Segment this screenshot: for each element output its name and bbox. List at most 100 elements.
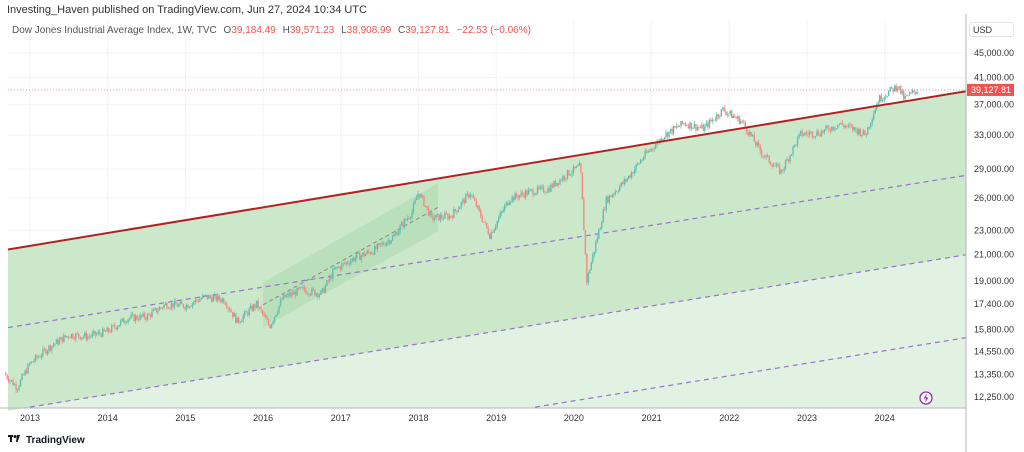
candle: [887, 89, 890, 97]
candle-body: [689, 122, 691, 129]
candle-body: [741, 120, 743, 122]
candle: [203, 294, 206, 297]
candle-body: [338, 266, 340, 268]
candle: [562, 174, 564, 183]
candle-body: [112, 325, 114, 326]
candle: [858, 127, 860, 136]
candle-body: [188, 306, 191, 308]
candle-body: [738, 116, 740, 124]
candle-body: [397, 231, 400, 236]
candle-body: [394, 232, 397, 235]
symbol-name[interactable]: Dow Jones Industrial Average Index, 1W, …: [12, 25, 217, 36]
candle-body: [199, 299, 201, 302]
candle: [353, 256, 355, 263]
candle-body: [893, 85, 896, 92]
currency-button[interactable]: USD: [969, 22, 1014, 37]
candle-body: [911, 90, 914, 93]
candle: [450, 215, 452, 219]
candle-body: [837, 125, 839, 129]
candle: [619, 184, 621, 192]
candle-body: [723, 107, 726, 112]
candle: [344, 260, 346, 266]
candle: [577, 163, 579, 167]
candle-body: [575, 166, 578, 168]
candle-body: [84, 332, 86, 337]
candle-body: [439, 214, 442, 221]
candle-body: [757, 142, 760, 146]
candle: [382, 241, 385, 246]
candle-body: [855, 127, 857, 130]
tradingview-logo-icon: [8, 434, 22, 446]
candle: [33, 358, 35, 364]
candle: [266, 314, 268, 321]
candle: [414, 197, 416, 205]
candle: [524, 188, 527, 201]
price-tick-label: 19,000.00: [974, 276, 1014, 286]
candle: [300, 286, 303, 288]
candle: [378, 242, 380, 247]
candle-body: [465, 194, 467, 204]
candle-body: [568, 170, 570, 176]
candle: [448, 212, 451, 221]
candle: [363, 250, 365, 258]
candle: [257, 298, 259, 312]
candle-body: [409, 217, 412, 219]
candle-body: [382, 243, 385, 245]
candle: [571, 170, 573, 178]
candle-body: [347, 262, 349, 264]
candle: [369, 251, 371, 256]
candle-body: [816, 131, 818, 136]
candle: [330, 273, 333, 280]
candle-body: [139, 314, 141, 321]
candle: [778, 162, 781, 176]
lightning-icon[interactable]: [919, 391, 933, 405]
candle-body: [867, 127, 869, 135]
candle-body: [293, 291, 295, 295]
candle: [155, 308, 158, 314]
candle: [732, 113, 734, 119]
candle-body: [889, 87, 891, 92]
candle: [861, 134, 863, 139]
candle-body: [622, 182, 624, 184]
candle-body: [702, 124, 705, 132]
candle-body: [196, 299, 198, 301]
candle: [88, 333, 90, 340]
candle-body: [378, 243, 380, 244]
candle-body: [752, 134, 754, 136]
candle: [471, 194, 473, 198]
candle-body: [533, 194, 536, 196]
candle: [902, 89, 905, 101]
candle: [91, 330, 93, 339]
candle-body: [734, 115, 736, 118]
candle-body: [760, 151, 763, 157]
candle-body: [276, 312, 279, 315]
candle-body: [586, 253, 588, 283]
candle-body: [300, 287, 303, 288]
candle-body: [40, 355, 43, 358]
candle: [348, 261, 350, 268]
candle: [752, 134, 754, 138]
candle-body: [288, 293, 291, 297]
candle-body: [508, 202, 510, 206]
candle-body: [828, 127, 830, 131]
candle-body: [521, 192, 524, 195]
candle: [49, 344, 52, 353]
candle: [734, 113, 736, 118]
candle-body: [175, 300, 177, 305]
candle-body: [468, 193, 470, 198]
candle-body: [161, 307, 164, 309]
candle: [596, 235, 599, 244]
candle: [840, 122, 842, 125]
candle: [112, 324, 114, 327]
candle-body: [902, 91, 905, 100]
candle: [223, 297, 225, 305]
candle: [750, 132, 752, 137]
candle-body: [559, 179, 561, 185]
candle: [627, 175, 630, 180]
candle-body: [202, 295, 204, 299]
candle: [868, 126, 870, 130]
candle-body: [859, 129, 861, 136]
candle-body: [753, 134, 755, 142]
price-tick-label: 26,000.00: [974, 193, 1014, 203]
